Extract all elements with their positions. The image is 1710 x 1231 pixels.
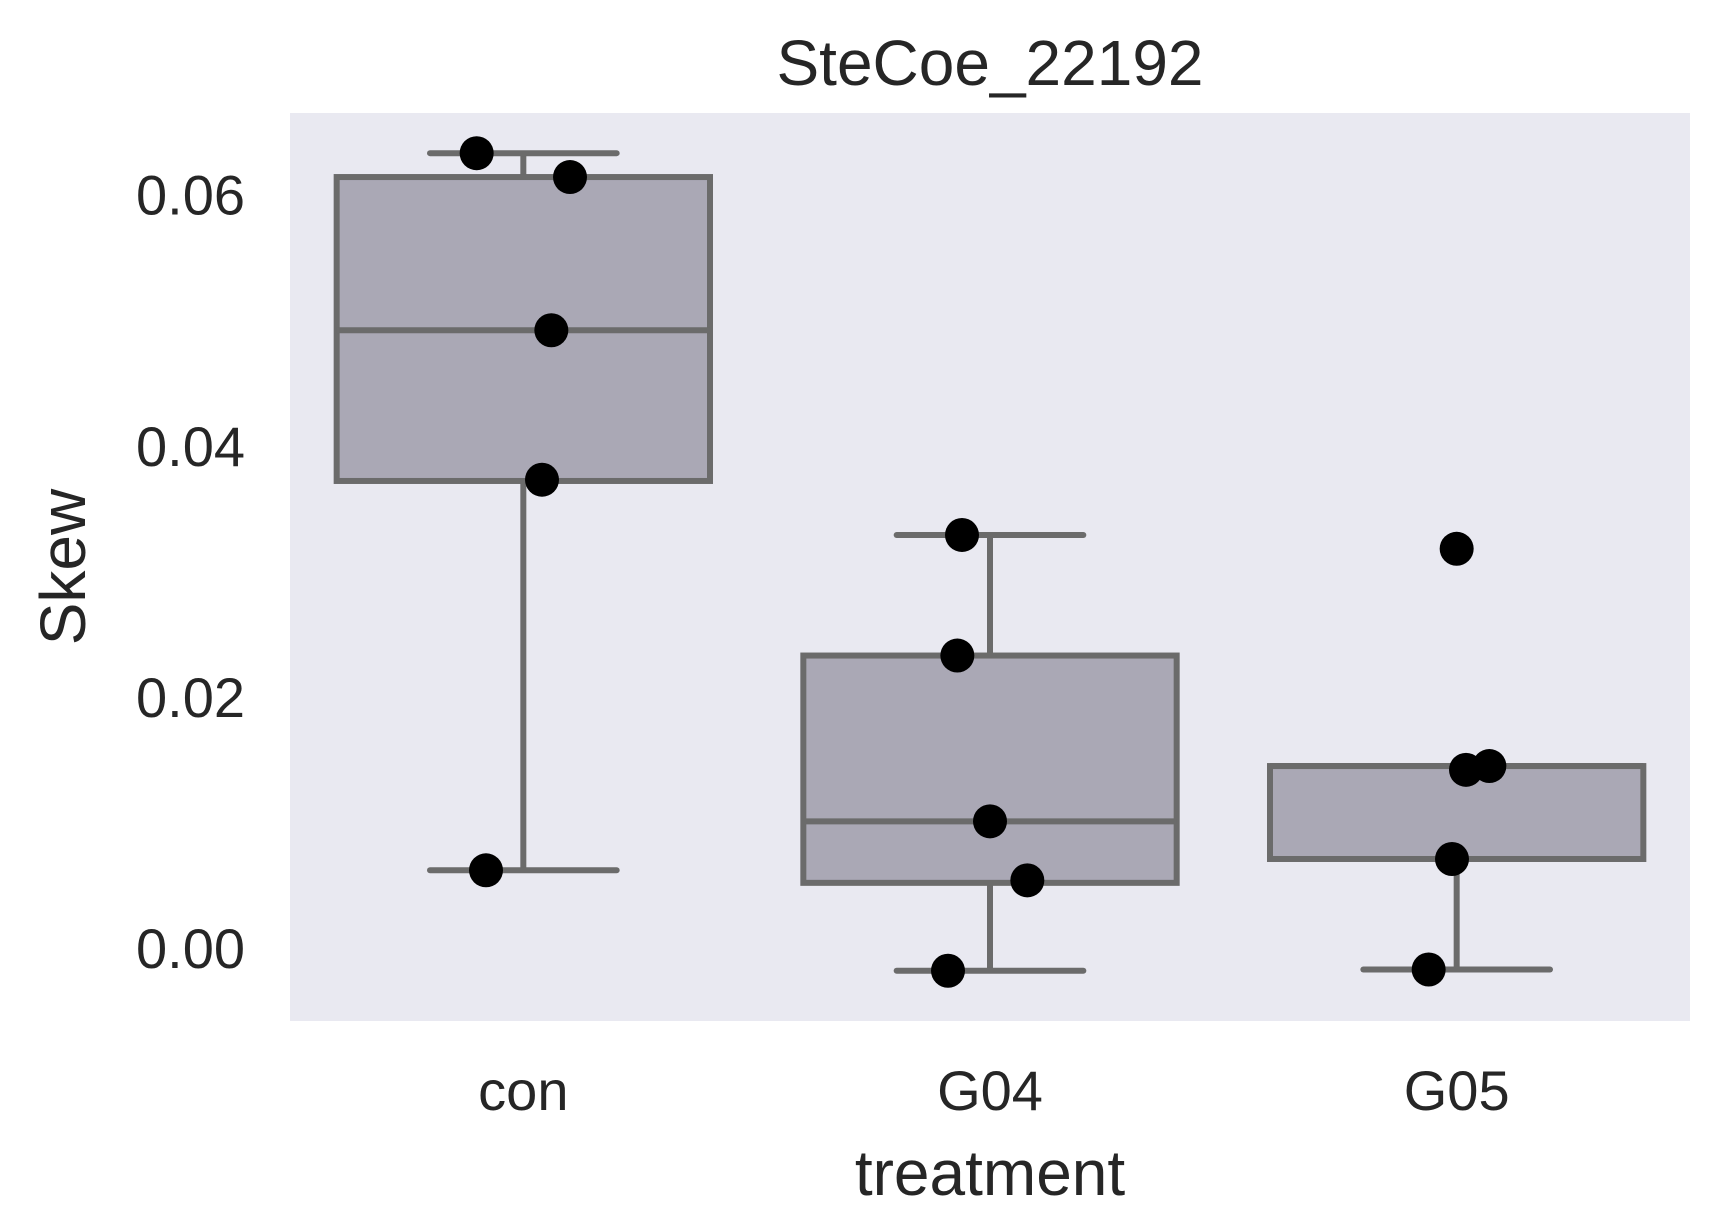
x-tick-label: con — [478, 1059, 568, 1122]
y-tick-label: 0.02 — [136, 666, 245, 729]
data-point — [945, 517, 979, 552]
data-point — [459, 136, 494, 171]
boxes-layer — [333, 150, 1647, 974]
y-tick-label: 0.00 — [136, 917, 245, 980]
data-point — [469, 853, 503, 888]
data-point — [1439, 531, 1474, 566]
chart-title: SteCoe_22192 — [776, 27, 1203, 99]
y-axis-label: Skew — [27, 488, 99, 645]
data-point — [1435, 841, 1469, 876]
data-point — [940, 638, 975, 673]
points-layer — [459, 136, 1507, 988]
data-point — [1411, 952, 1446, 987]
x-tick-labels: con G04 G05 — [478, 1059, 1509, 1122]
data-point — [1449, 752, 1483, 787]
data-point — [1010, 863, 1045, 898]
data-point — [525, 462, 559, 497]
x-axis-label: treatment — [855, 1137, 1126, 1209]
box-iqr — [800, 652, 1180, 886]
data-point — [973, 804, 1007, 839]
y-tick-labels: 0.00 0.02 0.04 0.06 — [136, 164, 245, 981]
y-tick-label: 0.06 — [136, 164, 245, 227]
box-group-G04 — [800, 531, 1180, 974]
data-point — [553, 160, 587, 195]
y-tick-label: 0.04 — [136, 415, 245, 478]
data-point — [931, 953, 965, 988]
x-tick-label: G05 — [1404, 1059, 1510, 1122]
x-tick-label: G04 — [937, 1059, 1043, 1122]
data-point — [534, 313, 569, 348]
